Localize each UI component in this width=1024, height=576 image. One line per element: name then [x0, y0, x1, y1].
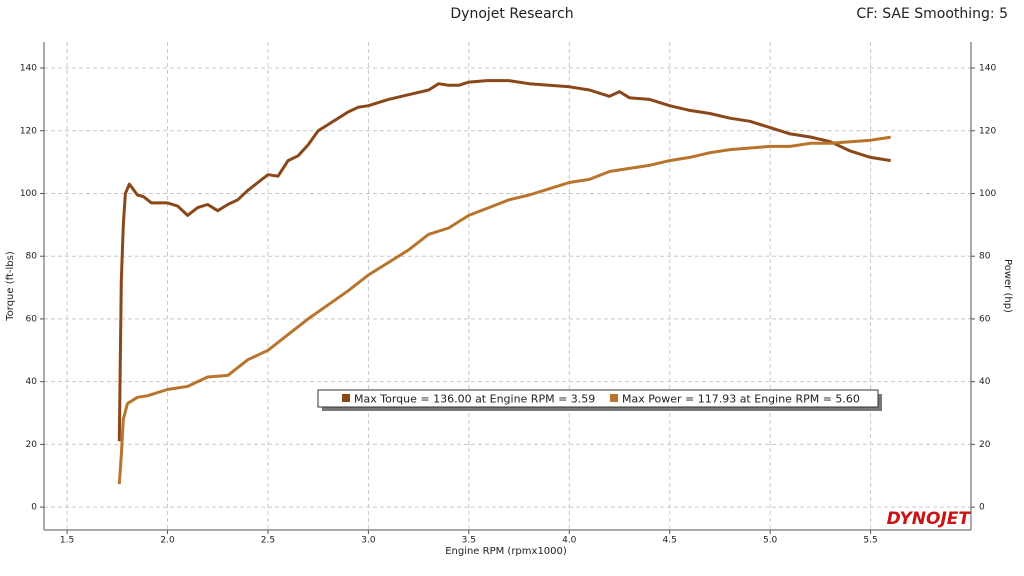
y-tick-label: 80 — [26, 252, 38, 262]
x-tick-label: 5.5 — [863, 536, 877, 546]
x-tick-label: 2.5 — [261, 536, 275, 546]
y-tick-label: 120 — [20, 126, 37, 136]
x-tick-label: 4.0 — [562, 536, 577, 546]
y-tick-label: 20 — [26, 440, 38, 450]
legend-label: Max Torque = 136.00 at Engine RPM = 3.59 — [354, 393, 595, 406]
y2-axis-label: Power (hp) — [1002, 259, 1013, 313]
y-tick-label: 140 — [20, 64, 37, 74]
y2-tick-label: 140 — [979, 64, 996, 74]
x-tick-label: 5.0 — [763, 536, 778, 546]
legend-swatch — [610, 394, 618, 402]
y2-tick-label: 40 — [979, 377, 991, 387]
x-axis-label: Engine RPM (rpmx1000) — [445, 546, 567, 557]
legend-swatch — [342, 394, 350, 402]
y2-tick-label: 60 — [979, 314, 991, 324]
y2-tick-label: 20 — [979, 440, 991, 450]
y-tick-label: 60 — [26, 314, 38, 324]
x-tick-label: 1.5 — [60, 536, 74, 546]
y-tick-label: 40 — [26, 377, 38, 387]
y-tick-label: 100 — [20, 189, 37, 199]
x-tick-label: 3.0 — [361, 536, 376, 546]
x-tick-label: 2.0 — [160, 536, 175, 546]
logo: DYNOJET — [887, 509, 972, 529]
x-tick-label: 3.5 — [462, 536, 476, 546]
series-line — [117, 135, 891, 485]
x-tick-label: 4.5 — [663, 536, 677, 546]
legend-box — [317, 389, 879, 408]
legend-label: Max Power = 117.93 at Engine RPM = 5.60 — [622, 393, 860, 406]
y2-tick-label: 120 — [979, 126, 996, 136]
y2-tick-label: 100 — [979, 189, 996, 199]
y2-tick-label: 0 — [979, 503, 985, 513]
y-tick-label: 0 — [31, 503, 37, 513]
y-axis-label: Torque (ft-lbs) — [5, 251, 16, 322]
chart-title: Dynojet Research — [450, 6, 573, 22]
y2-tick-label: 80 — [979, 252, 991, 262]
chart-subtitle: CF: SAE Smoothing: 5 — [856, 6, 1008, 22]
series-line — [117, 79, 891, 442]
